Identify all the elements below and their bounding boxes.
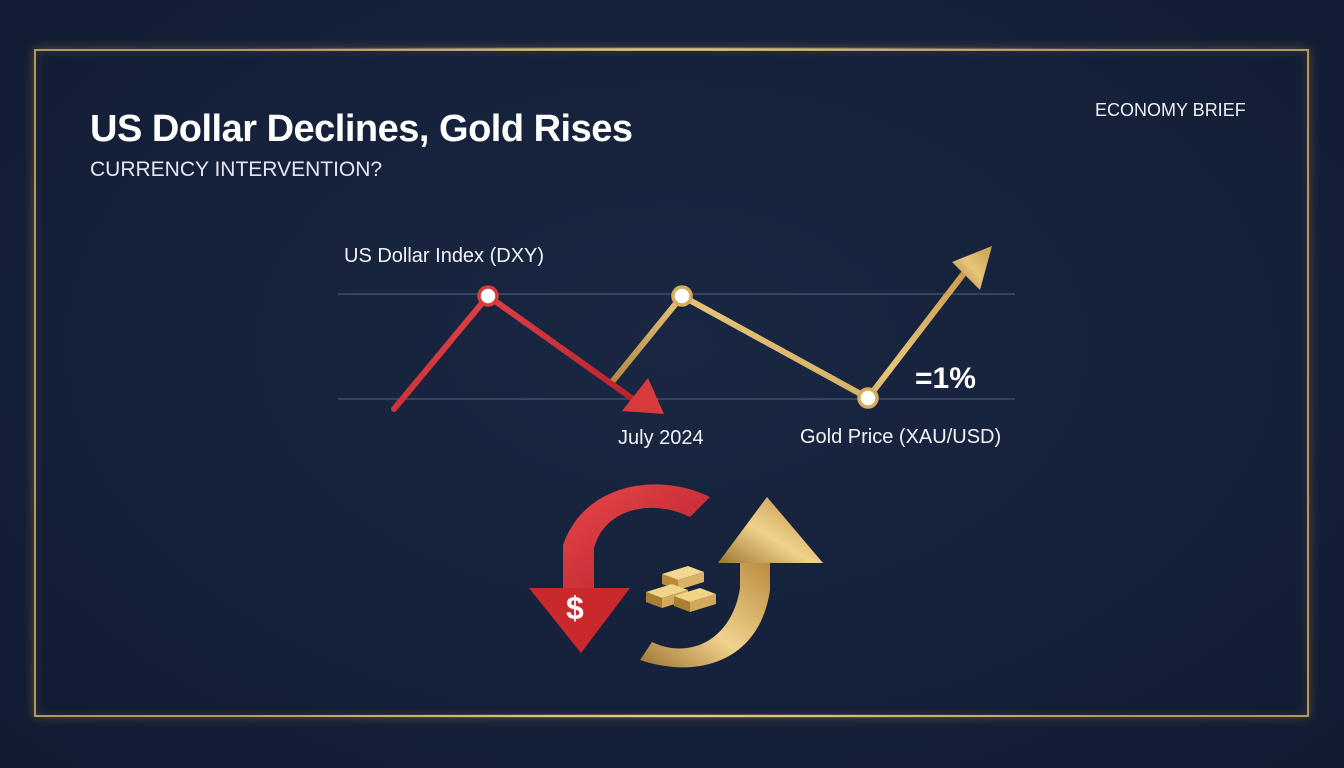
gold-series-arrowhead	[952, 246, 992, 290]
frame-glow-bottom	[200, 714, 1144, 718]
red-curved-down-arrow-icon: $	[529, 484, 710, 653]
dxy-series-line	[391, 293, 643, 412]
gold-series-line	[609, 265, 971, 401]
frame-glow-top	[200, 47, 1144, 51]
category-tag: ECONOMY BRIEF	[1095, 100, 1246, 120]
series-label-gold: Gold Price (XAU/USD)	[800, 426, 1001, 448]
gold-curved-up-arrow-icon	[640, 497, 823, 668]
dxy-series-arrowhead	[622, 378, 664, 414]
gold-point-low	[857, 387, 879, 409]
series-label-dxy: US Dollar Index (DXY)	[344, 245, 544, 267]
page-subtitle: CURRENCY INTERVENTION?	[90, 158, 383, 181]
gold-point-peak	[671, 285, 693, 307]
page-title: US Dollar Declines, Gold Rises	[90, 108, 633, 150]
date-label: July 2024	[618, 427, 704, 449]
dxy-point-peak	[477, 285, 499, 307]
gold-bars-icon	[646, 566, 716, 612]
dollar-icon: $	[566, 590, 584, 626]
change-label: =1%	[915, 362, 976, 395]
